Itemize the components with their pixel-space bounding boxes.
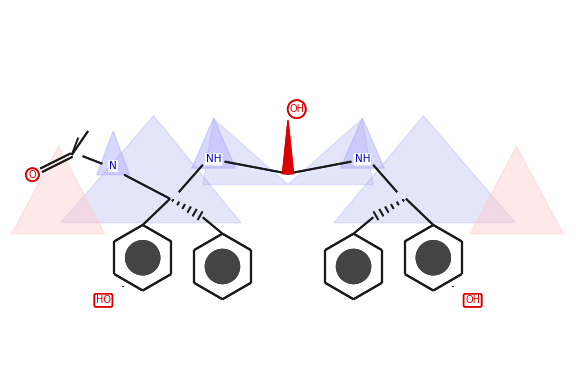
Polygon shape bbox=[203, 119, 288, 185]
Polygon shape bbox=[340, 118, 384, 168]
Text: HO: HO bbox=[96, 295, 111, 306]
Circle shape bbox=[126, 241, 160, 275]
Text: NH: NH bbox=[206, 154, 221, 165]
Circle shape bbox=[336, 249, 370, 283]
Polygon shape bbox=[288, 119, 373, 185]
Circle shape bbox=[336, 249, 370, 283]
Text: HO: HO bbox=[96, 295, 111, 306]
Polygon shape bbox=[12, 146, 104, 234]
Polygon shape bbox=[283, 122, 293, 174]
Polygon shape bbox=[97, 131, 130, 175]
Circle shape bbox=[416, 241, 450, 275]
Text: O: O bbox=[29, 170, 36, 180]
Polygon shape bbox=[471, 146, 563, 234]
Circle shape bbox=[126, 241, 160, 275]
Text: N: N bbox=[109, 161, 117, 171]
Polygon shape bbox=[61, 116, 241, 223]
Text: OH: OH bbox=[289, 104, 304, 114]
Text: O: O bbox=[29, 170, 36, 180]
Text: N: N bbox=[109, 161, 117, 171]
Circle shape bbox=[416, 241, 450, 275]
Polygon shape bbox=[283, 120, 293, 174]
Circle shape bbox=[206, 249, 240, 283]
Text: NH: NH bbox=[355, 154, 370, 165]
Text: HO: HO bbox=[96, 295, 111, 306]
Polygon shape bbox=[334, 116, 515, 223]
Text: OH: OH bbox=[465, 295, 480, 306]
Text: OH: OH bbox=[465, 295, 480, 306]
Text: OH: OH bbox=[289, 104, 304, 114]
Circle shape bbox=[206, 249, 240, 283]
Polygon shape bbox=[192, 118, 236, 168]
Text: NH: NH bbox=[206, 154, 221, 165]
Text: NH: NH bbox=[355, 154, 370, 165]
